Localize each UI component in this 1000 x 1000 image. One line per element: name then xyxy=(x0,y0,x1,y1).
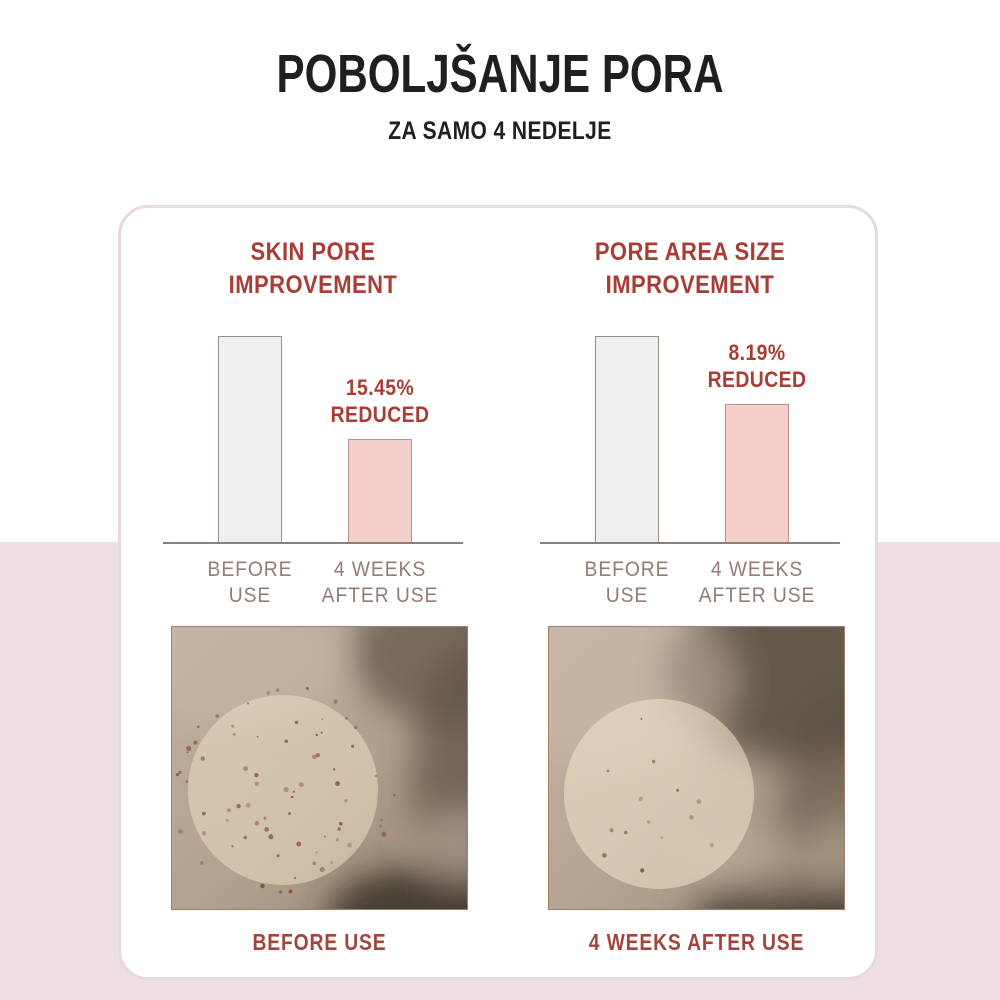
chart-title: SKIN PORE IMPROVEMENT xyxy=(228,238,398,299)
pore-area-size-improvement-chart: PORE AREA SIZE IMPROVEMENT 8.19% REDUCED… xyxy=(540,208,840,618)
skin-pore-improvement-chart: SKIN PORE IMPROVEMENT 15.45% REDUCED BEF… xyxy=(163,208,463,618)
skin-texture xyxy=(172,627,467,909)
bar-after-use xyxy=(348,439,412,542)
results-card: SKIN PORE IMPROVEMENT 15.45% REDUCED BEF… xyxy=(118,205,878,980)
bar-before-use xyxy=(595,336,659,542)
bar-before-use xyxy=(218,336,282,542)
chart-plot-area: 15.45% REDUCED xyxy=(163,336,463,544)
x-label-after-use: 4 WEEKS AFTER USE xyxy=(698,558,816,607)
skin-texture xyxy=(549,627,844,909)
x-label-before-use: BEFORE USE xyxy=(207,558,293,607)
page-subtitle: ZA SAMO 4 NEDELJE xyxy=(388,117,612,145)
after-use-photo xyxy=(548,626,845,910)
reduction-annotation: 8.19% REDUCED xyxy=(707,340,807,393)
after-photo-caption: 4 WEEKS AFTER USE xyxy=(588,929,805,955)
skin-closeup-before-image xyxy=(172,627,467,909)
chart-plot-area: 8.19% REDUCED xyxy=(540,336,840,544)
skin-closeup-after-image xyxy=(549,627,844,909)
before-photo-caption: BEFORE USE xyxy=(252,929,387,955)
page-title: POBOLJŠANJE PORA xyxy=(276,44,724,104)
bar-after-use xyxy=(725,404,789,542)
x-label-before-use: BEFORE USE xyxy=(584,558,670,607)
before-use-photo xyxy=(171,626,468,910)
reduction-annotation: 15.45% REDUCED xyxy=(330,375,430,428)
x-label-after-use: 4 WEEKS AFTER USE xyxy=(321,558,439,607)
chart-title: PORE AREA SIZE IMPROVEMENT xyxy=(594,238,786,299)
